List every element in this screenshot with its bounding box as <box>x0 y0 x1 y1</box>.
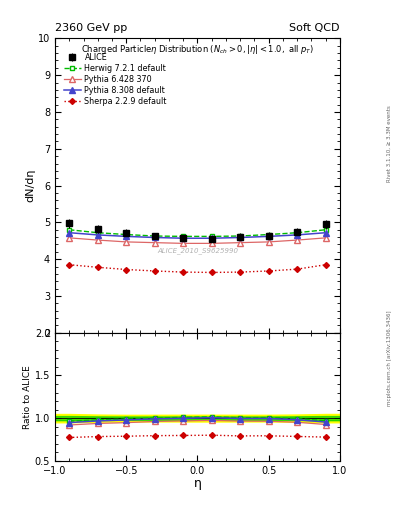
Y-axis label: dN/dη: dN/dη <box>25 169 35 202</box>
Sherpa 2.2.9 default <box>152 268 157 274</box>
Sherpa 2.2.9 default <box>238 269 242 275</box>
Pythia 8.308 default <box>323 229 328 236</box>
Pythia 6.428 370 <box>152 240 157 246</box>
Sherpa 2.2.9 default <box>209 269 214 275</box>
Pythia 6.428 370 <box>323 235 328 241</box>
Pythia 6.428 370 <box>124 239 129 245</box>
Pythia 8.308 default <box>209 235 214 241</box>
X-axis label: η: η <box>193 477 202 490</box>
Pythia 8.308 default <box>181 235 185 241</box>
Sherpa 2.2.9 default <box>295 266 299 272</box>
Sherpa 2.2.9 default <box>266 268 271 274</box>
Herwig 7.2.1 default <box>295 229 299 236</box>
Herwig 7.2.1 default <box>181 233 185 240</box>
Pythia 6.428 370 <box>238 240 242 246</box>
Pythia 8.308 default <box>152 234 157 241</box>
Line: Herwig 7.2.1 default: Herwig 7.2.1 default <box>67 227 328 239</box>
Line: Sherpa 2.2.9 default: Sherpa 2.2.9 default <box>67 263 328 274</box>
Herwig 7.2.1 default <box>95 229 100 236</box>
Text: Rivet 3.1.10, ≥ 3.3M events: Rivet 3.1.10, ≥ 3.3M events <box>387 105 392 182</box>
Pythia 8.308 default <box>95 232 100 238</box>
Y-axis label: Ratio to ALICE: Ratio to ALICE <box>23 365 32 429</box>
Text: Charged Particle$\eta$ Distribution $(N_{ch} > 0, |\eta| < 1.0,$ all $p_T)$: Charged Particle$\eta$ Distribution $(N_… <box>81 43 314 56</box>
Sherpa 2.2.9 default <box>67 262 72 268</box>
Pythia 8.308 default <box>266 233 271 240</box>
Sherpa 2.2.9 default <box>95 264 100 270</box>
Herwig 7.2.1 default <box>67 227 72 233</box>
Sherpa 2.2.9 default <box>124 266 129 272</box>
Pythia 8.308 default <box>67 229 72 236</box>
Text: Soft QCD: Soft QCD <box>290 23 340 33</box>
Text: mcplots.cern.ch [arXiv:1306.3436]: mcplots.cern.ch [arXiv:1306.3436] <box>387 311 392 406</box>
Herwig 7.2.1 default <box>323 227 328 233</box>
Herwig 7.2.1 default <box>266 231 271 238</box>
Sherpa 2.2.9 default <box>323 262 328 268</box>
Pythia 6.428 370 <box>181 240 185 246</box>
Pythia 6.428 370 <box>266 239 271 245</box>
Text: ALICE_2010_S9625990: ALICE_2010_S9625990 <box>157 247 238 254</box>
Pythia 8.308 default <box>238 234 242 241</box>
Sherpa 2.2.9 default <box>181 269 185 275</box>
Pythia 6.428 370 <box>295 237 299 243</box>
Pythia 8.308 default <box>295 232 299 238</box>
Herwig 7.2.1 default <box>238 233 242 239</box>
Pythia 6.428 370 <box>209 240 214 246</box>
Line: Pythia 8.308 default: Pythia 8.308 default <box>66 230 329 241</box>
Herwig 7.2.1 default <box>209 233 214 240</box>
Pythia 6.428 370 <box>67 235 72 241</box>
Legend: ALICE, Herwig 7.2.1 default, Pythia 6.428 370, Pythia 8.308 default, Sherpa 2.2.: ALICE, Herwig 7.2.1 default, Pythia 6.42… <box>62 51 169 108</box>
Pythia 8.308 default <box>124 233 129 240</box>
Pythia 6.428 370 <box>95 237 100 243</box>
Text: 2360 GeV pp: 2360 GeV pp <box>55 23 127 33</box>
Herwig 7.2.1 default <box>124 231 129 238</box>
Herwig 7.2.1 default <box>152 233 157 239</box>
Line: Pythia 6.428 370: Pythia 6.428 370 <box>66 235 329 246</box>
